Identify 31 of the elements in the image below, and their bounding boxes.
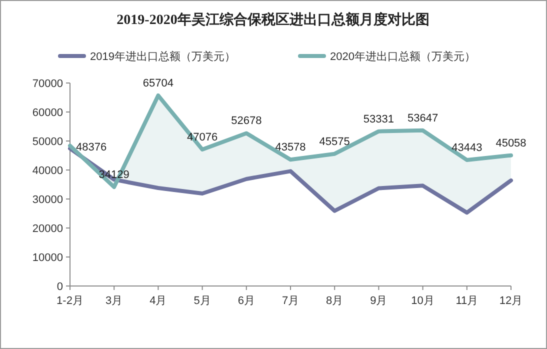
x-tick-label: 3月 [106, 295, 123, 307]
data-label: 45575 [319, 136, 350, 148]
data-label: 53331 [363, 113, 394, 126]
x-tick-label: 7月 [282, 295, 300, 307]
chart-title: 2019-2020年吴江综合保税区进出口总额月度对比图 [116, 11, 430, 28]
data-label: 45058 [496, 137, 526, 150]
x-tick-label: 12月 [499, 295, 523, 307]
y-tick-label: 0 [56, 281, 63, 293]
data-label: 48376 [76, 142, 107, 154]
data-label: 53647 [408, 112, 438, 124]
y-tick-label: 20000 [32, 223, 63, 235]
x-tick-label: 6月 [238, 295, 255, 307]
x-tick-label: 5月 [194, 295, 211, 307]
data-label: 65704 [142, 77, 174, 90]
x-tick-label: 8月 [326, 295, 344, 307]
y-tick-label: 60000 [32, 107, 63, 119]
x-tick-label: 9月 [370, 295, 388, 307]
x-tick-label: 10月 [411, 295, 434, 307]
data-label: 43443 [452, 142, 482, 154]
data-label: 43578 [275, 142, 306, 154]
legend-label: 2020年进出口总额（万美元） [330, 50, 476, 63]
x-tick-label: 4月 [150, 295, 167, 307]
y-tick-label: 70000 [32, 78, 63, 90]
data-label: 52678 [231, 115, 262, 128]
x-tick-label: 1-2月 [56, 295, 84, 307]
y-tick-label: 30000 [32, 194, 63, 206]
y-tick-label: 50000 [32, 136, 63, 148]
y-tick-label: 10000 [32, 252, 63, 264]
legend-label: 2019年进出口总额（万美元） [90, 50, 236, 63]
x-tick-label: 11月 [456, 295, 478, 307]
y-tick-label: 40000 [32, 165, 63, 177]
